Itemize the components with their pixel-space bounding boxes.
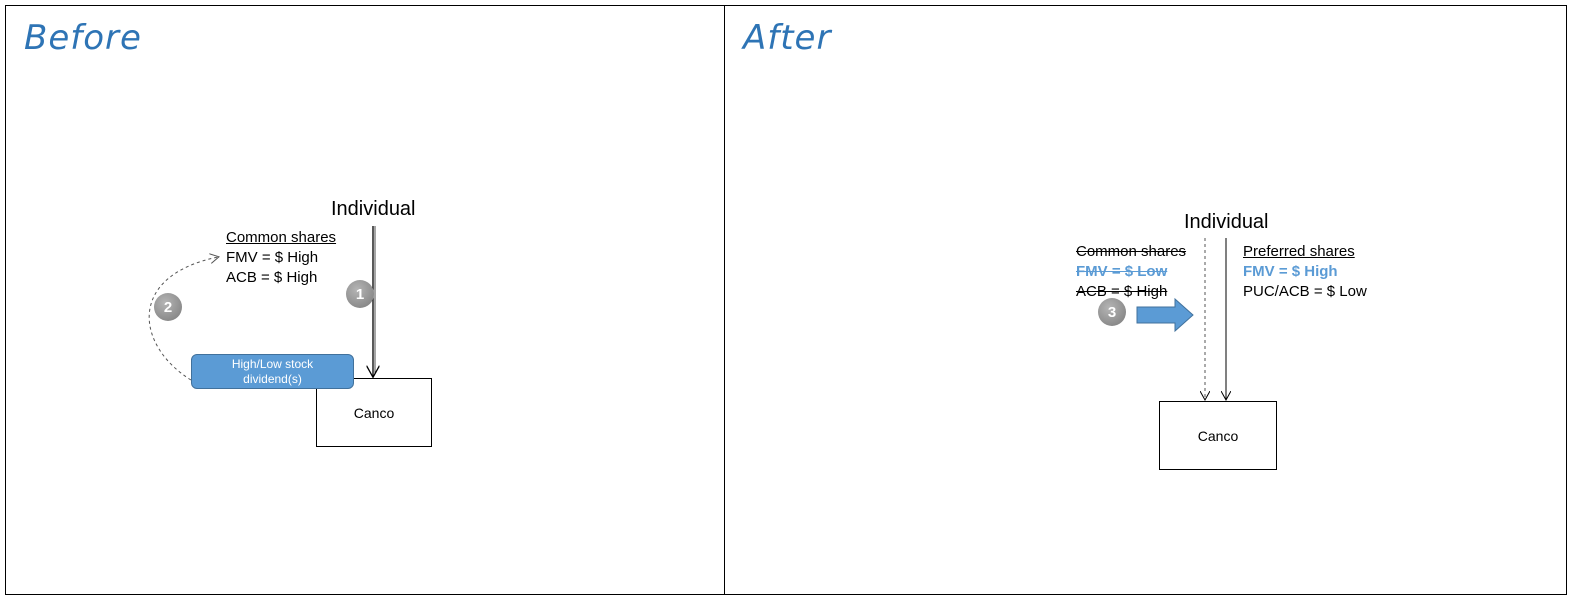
after-individual-label: Individual — [1184, 211, 1269, 233]
preferred-shares-label: Preferred shares — [1243, 243, 1355, 260]
stock-dividend-label: High/Low stock dividend(s) — [231, 356, 314, 386]
step-3-badge: 3 — [1098, 298, 1126, 326]
after-connectors — [1136, 238, 1568, 596]
preferred-fmv-value: FMV = $ High — [1243, 263, 1338, 280]
before-connectors — [148, 226, 726, 381]
after-common-shares-label: Common shares — [1076, 243, 1187, 260]
before-canco-label: Canco — [353, 404, 395, 421]
exchange-block-arrow — [1136, 297, 1194, 333]
before-panel: Before Individual Common shares FMV = $ … — [5, 5, 725, 595]
before-individual-label: Individual — [331, 198, 416, 220]
after-panel: After Individual Common shares FMV = $ L… — [724, 5, 1567, 595]
step-2-badge: 2 — [154, 293, 182, 321]
before-common-shares-label: Common shares — [226, 229, 337, 246]
dividend-to-shares-dashed-arrow — [148, 257, 218, 381]
before-canco-box: Canco — [316, 378, 432, 447]
after-acb-common-value: ACB = $ High — [1076, 283, 1168, 300]
before-fmv-value: FMV = $ High — [226, 249, 319, 266]
preferred-puc-acb-value: PUC/ACB = $ Low — [1243, 283, 1367, 300]
before-acb-value: ACB = $ High — [226, 269, 318, 286]
step-1-badge: 1 — [346, 280, 374, 308]
after-canco-box: Canco — [1159, 401, 1277, 470]
after-title: After — [743, 18, 832, 58]
after-canco-label: Canco — [1197, 427, 1239, 444]
stock-dividend-box: High/Low stock dividend(s) — [191, 354, 354, 389]
after-fmv-common-value: FMV = $ Low — [1076, 263, 1168, 280]
before-title: Before — [24, 18, 142, 58]
